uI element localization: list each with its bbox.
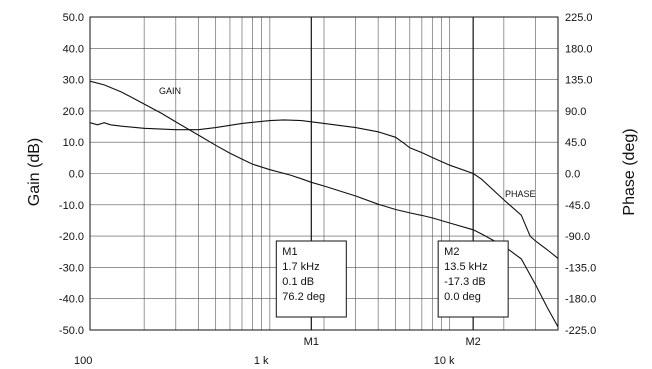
- x-tick-label: 10 k: [434, 355, 455, 367]
- y-tick-left-label: 30.0: [63, 75, 84, 87]
- y-tick-right-label: 225.0: [565, 12, 593, 24]
- marker-readout-line: -17.3 dB: [444, 276, 486, 288]
- tick-labels: 50.0 40.0 30.0 20.0 10.0 0.0 -10.0 -20.0 -30.0 -4…: [59, 12, 596, 367]
- marker-readout-line: 13.5 kHz: [444, 261, 487, 273]
- series-line-phase: [89, 119, 559, 259]
- marker-axis-label-m1: M1: [304, 336, 319, 348]
- y-tick-left-label: -30.0: [59, 262, 84, 274]
- series-label-phase: PHASE: [505, 189, 536, 199]
- y-tick-right-label: -90.0: [565, 231, 590, 243]
- plot-frame: [89, 16, 559, 331]
- series-line-gain: [89, 80, 559, 328]
- markers: M1 M1 1.7 kHz 0.1 dB 76.2 deg M2 M2 13.5 kHz -17…: [275, 17, 509, 348]
- series-label-gain: GAIN: [159, 86, 181, 96]
- y-tick-right-label: -45.0: [565, 200, 590, 212]
- y-tick-left-label: 20.0: [63, 106, 84, 118]
- marker-readout-line: M1: [282, 246, 297, 258]
- y-tick-left-label: 40.0: [63, 43, 84, 55]
- x-tick-label: 100: [74, 355, 92, 367]
- marker-box-m2: [437, 240, 509, 318]
- marker-readout-line: 0.0 deg: [444, 291, 481, 303]
- y-tick-right-label: 135.0: [565, 75, 593, 87]
- y-axis-left-title: Gain (dB): [26, 138, 43, 206]
- y-tick-right-label: -135.0: [565, 262, 596, 274]
- marker-readout-line: 0.1 dB: [282, 276, 314, 288]
- x-tick-label: 1 k: [254, 355, 269, 367]
- y-tick-left-label: 0.0: [69, 169, 84, 181]
- marker-readout-line: 76.2 deg: [282, 291, 325, 303]
- y-tick-left-label: -40.0: [59, 294, 84, 306]
- y-tick-right-label: 45.0: [565, 137, 586, 149]
- y-tick-left-label: -50.0: [59, 325, 84, 337]
- marker-axis-label-m2: M2: [466, 336, 481, 348]
- y-tick-right-label: 90.0: [565, 106, 586, 118]
- y-tick-right-label: 180.0: [565, 43, 593, 55]
- marker-readout-line: M2: [444, 246, 459, 258]
- y-tick-right-label: -225.0: [565, 325, 596, 337]
- y-tick-left-label: 50.0: [63, 12, 84, 24]
- marker-box-m1: [275, 240, 347, 318]
- marker-readout-line: 1.7 kHz: [282, 261, 319, 273]
- y-tick-left-label: -20.0: [59, 231, 84, 243]
- curves: [89, 80, 559, 328]
- y-axis-right-title: Phase (deg): [621, 128, 638, 215]
- y-tick-right-label: 0.0: [565, 169, 580, 181]
- y-tick-left-label: 10.0: [63, 137, 84, 149]
- y-tick-left-label: -10.0: [59, 200, 84, 212]
- y-tick-right-label: -180.0: [565, 294, 596, 306]
